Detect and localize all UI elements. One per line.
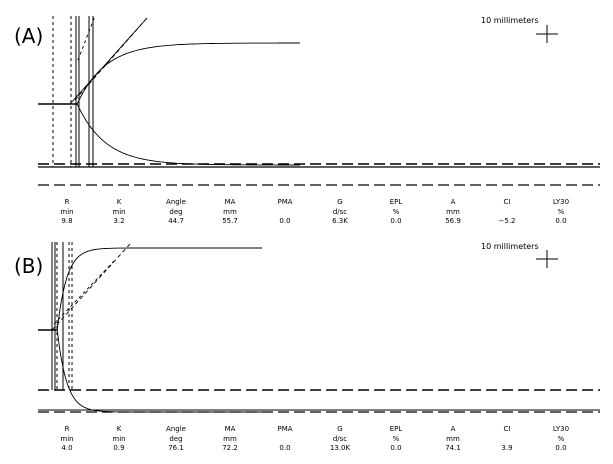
param-unit bbox=[477, 208, 537, 218]
param-value: 3.9 bbox=[501, 444, 513, 452]
param-name: G bbox=[337, 425, 343, 433]
scale-bar-label: 10 millimeters bbox=[481, 242, 539, 251]
param-value: 0.9 bbox=[113, 444, 125, 452]
param-value: 13.0K bbox=[329, 444, 351, 452]
param-unit: min bbox=[112, 434, 126, 443]
param-value: 55.7 bbox=[222, 217, 238, 225]
param-name: K bbox=[116, 198, 122, 206]
panel-label: (B) bbox=[14, 254, 44, 278]
trace-upper-curve bbox=[56, 247, 262, 331]
param-value: 3.2 bbox=[113, 217, 125, 225]
param-ma: MA mm 55.7 bbox=[200, 198, 260, 227]
param-unit: mm bbox=[446, 434, 460, 443]
param-unit: deg bbox=[169, 207, 183, 216]
param-epl: EPL% 0.0 bbox=[366, 198, 426, 227]
param-unit: mm bbox=[223, 434, 237, 443]
teg-trace-chart bbox=[38, 15, 600, 186]
param-name: Angle bbox=[166, 198, 186, 206]
param-unit bbox=[477, 435, 537, 445]
param-ma: MA mm 72.2 bbox=[200, 425, 260, 454]
param-value: 9.8 bbox=[61, 217, 73, 225]
param-unit: % bbox=[557, 207, 565, 216]
teg-trace-chart bbox=[38, 242, 600, 413]
param-value: 0.0 bbox=[390, 444, 402, 452]
param-pma: PMA 0.0 bbox=[255, 425, 315, 454]
param-name: CI bbox=[503, 425, 511, 433]
param-unit: min bbox=[60, 434, 74, 443]
param-angle: Angle deg 44.7 bbox=[146, 198, 206, 227]
param-name: MA bbox=[224, 425, 236, 433]
trace-upper-curve bbox=[76, 42, 300, 105]
param-ly30: LY30% 0.0 bbox=[531, 198, 591, 227]
param-value: 0.0 bbox=[390, 217, 402, 225]
param-angle: Angle deg 76.1 bbox=[146, 425, 206, 454]
param-name: PMA bbox=[277, 198, 293, 206]
param-unit bbox=[255, 208, 315, 218]
param-unit: min bbox=[60, 207, 74, 216]
param-unit bbox=[255, 435, 315, 445]
param-unit: % bbox=[557, 434, 565, 443]
angle-tangent-line bbox=[53, 259, 116, 325]
param-name: A bbox=[450, 425, 456, 433]
angle-tangent-line bbox=[51, 243, 131, 331]
param-name: PMA bbox=[277, 425, 293, 433]
param-name: EPL bbox=[389, 198, 403, 206]
param-name: K bbox=[116, 425, 122, 433]
param-unit: mm bbox=[223, 207, 237, 216]
param-pma: PMA 0.0 bbox=[255, 198, 315, 227]
param-name: Angle bbox=[166, 425, 186, 433]
param-unit: % bbox=[392, 434, 400, 443]
param-value: 72.2 bbox=[222, 444, 238, 452]
param-name: LY30 bbox=[552, 198, 570, 206]
scale-bar-label: 10 millimeters bbox=[481, 16, 539, 25]
param-unit: deg bbox=[169, 434, 183, 443]
param-ly30: LY30% 0.0 bbox=[531, 425, 591, 454]
param-name: EPL bbox=[389, 425, 403, 433]
param-value: 44.7 bbox=[168, 217, 184, 225]
param-unit: % bbox=[392, 207, 400, 216]
trace-lower-curve bbox=[56, 329, 262, 413]
param-value: −5.2 bbox=[498, 217, 516, 225]
param-value: 76.1 bbox=[168, 444, 184, 452]
angle-tangent-line bbox=[69, 17, 148, 105]
param-name: R bbox=[64, 425, 70, 433]
angle-tangent-line bbox=[77, 15, 96, 61]
trace-lower-curve bbox=[76, 103, 300, 166]
param-value: 0.0 bbox=[279, 217, 291, 225]
param-name: R bbox=[64, 198, 70, 206]
param-name: LY30 bbox=[552, 425, 570, 433]
param-value: 74.1 bbox=[445, 444, 461, 452]
panel-label: (A) bbox=[14, 24, 44, 48]
param-value: 6.3K bbox=[332, 217, 348, 225]
param-ci: CI −5.2 bbox=[477, 198, 537, 227]
param-ci: CI 3.9 bbox=[477, 425, 537, 454]
param-unit: d/sc bbox=[332, 434, 348, 443]
angle-tangent-line bbox=[74, 17, 148, 101]
param-unit: d/sc bbox=[332, 207, 348, 216]
param-value: 0.0 bbox=[555, 217, 567, 225]
param-name: A bbox=[450, 198, 456, 206]
param-value: 56.9 bbox=[445, 217, 461, 225]
param-value: 0.0 bbox=[279, 444, 291, 452]
param-unit: min bbox=[112, 207, 126, 216]
param-name: G bbox=[337, 198, 343, 206]
param-unit: mm bbox=[446, 207, 460, 216]
param-value: 4.0 bbox=[61, 444, 73, 452]
param-name: MA bbox=[224, 198, 236, 206]
param-name: CI bbox=[503, 198, 511, 206]
param-value: 0.0 bbox=[555, 444, 567, 452]
param-epl: EPL% 0.0 bbox=[366, 425, 426, 454]
